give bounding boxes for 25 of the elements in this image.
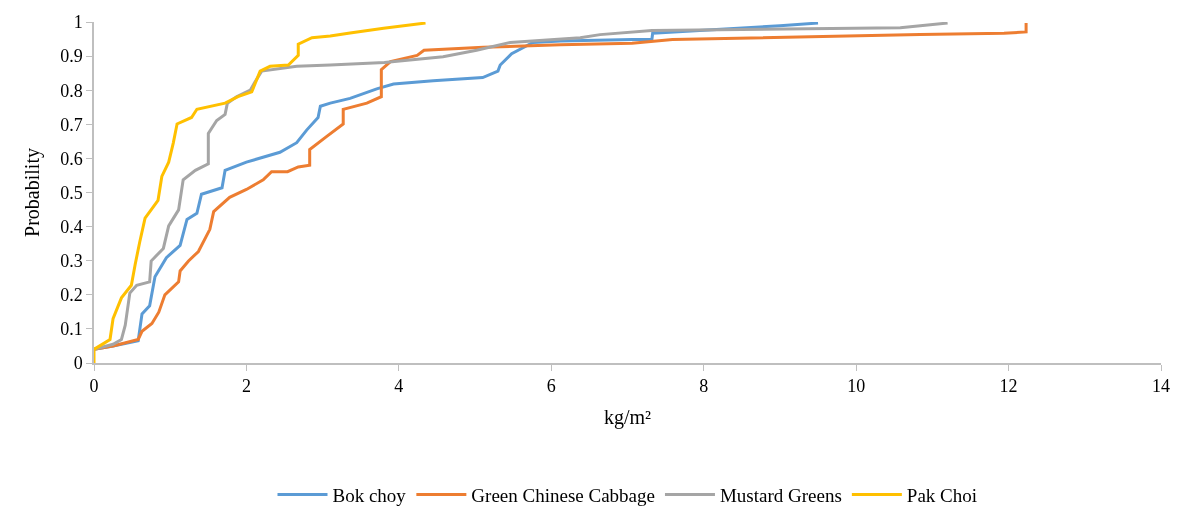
y-axis-title: Probability — [21, 148, 45, 237]
y-tick-label: 0.4 — [60, 216, 83, 237]
legend-label: Bok choy — [332, 484, 407, 506]
y-tick-label: 0.5 — [60, 182, 83, 203]
y-tick-label: 0.6 — [60, 148, 83, 169]
x-tick-label: 0 — [89, 376, 99, 397]
y-tick-label: 0.3 — [60, 251, 83, 271]
y-tick-label: 0.1 — [60, 319, 83, 340]
y-tick-label: 0.7 — [60, 114, 83, 135]
x-tick-label: 14 — [1152, 376, 1170, 397]
x-tick-label: 8 — [699, 376, 709, 397]
x-tick-label: 4 — [394, 376, 404, 397]
x-tick-label: 6 — [546, 376, 556, 397]
y-tick-label: 0.8 — [60, 80, 83, 101]
x-tick-label: 10 — [847, 376, 866, 397]
legend-label: Mustard Greens — [719, 484, 842, 506]
x-axis-title: kg/m² — [603, 406, 652, 430]
x-tick-label: 2 — [241, 376, 251, 397]
y-tick-label: 1 — [73, 12, 83, 33]
y-tick-label: 0.2 — [60, 285, 83, 306]
y-tick-label: 0 — [73, 353, 83, 374]
legend-label: Pak Choi — [906, 484, 978, 506]
x-tick-label: 12 — [999, 376, 1018, 397]
y-tick-label: 0.9 — [60, 46, 83, 67]
legend-label: Green Chinese Cabbage — [471, 484, 655, 506]
